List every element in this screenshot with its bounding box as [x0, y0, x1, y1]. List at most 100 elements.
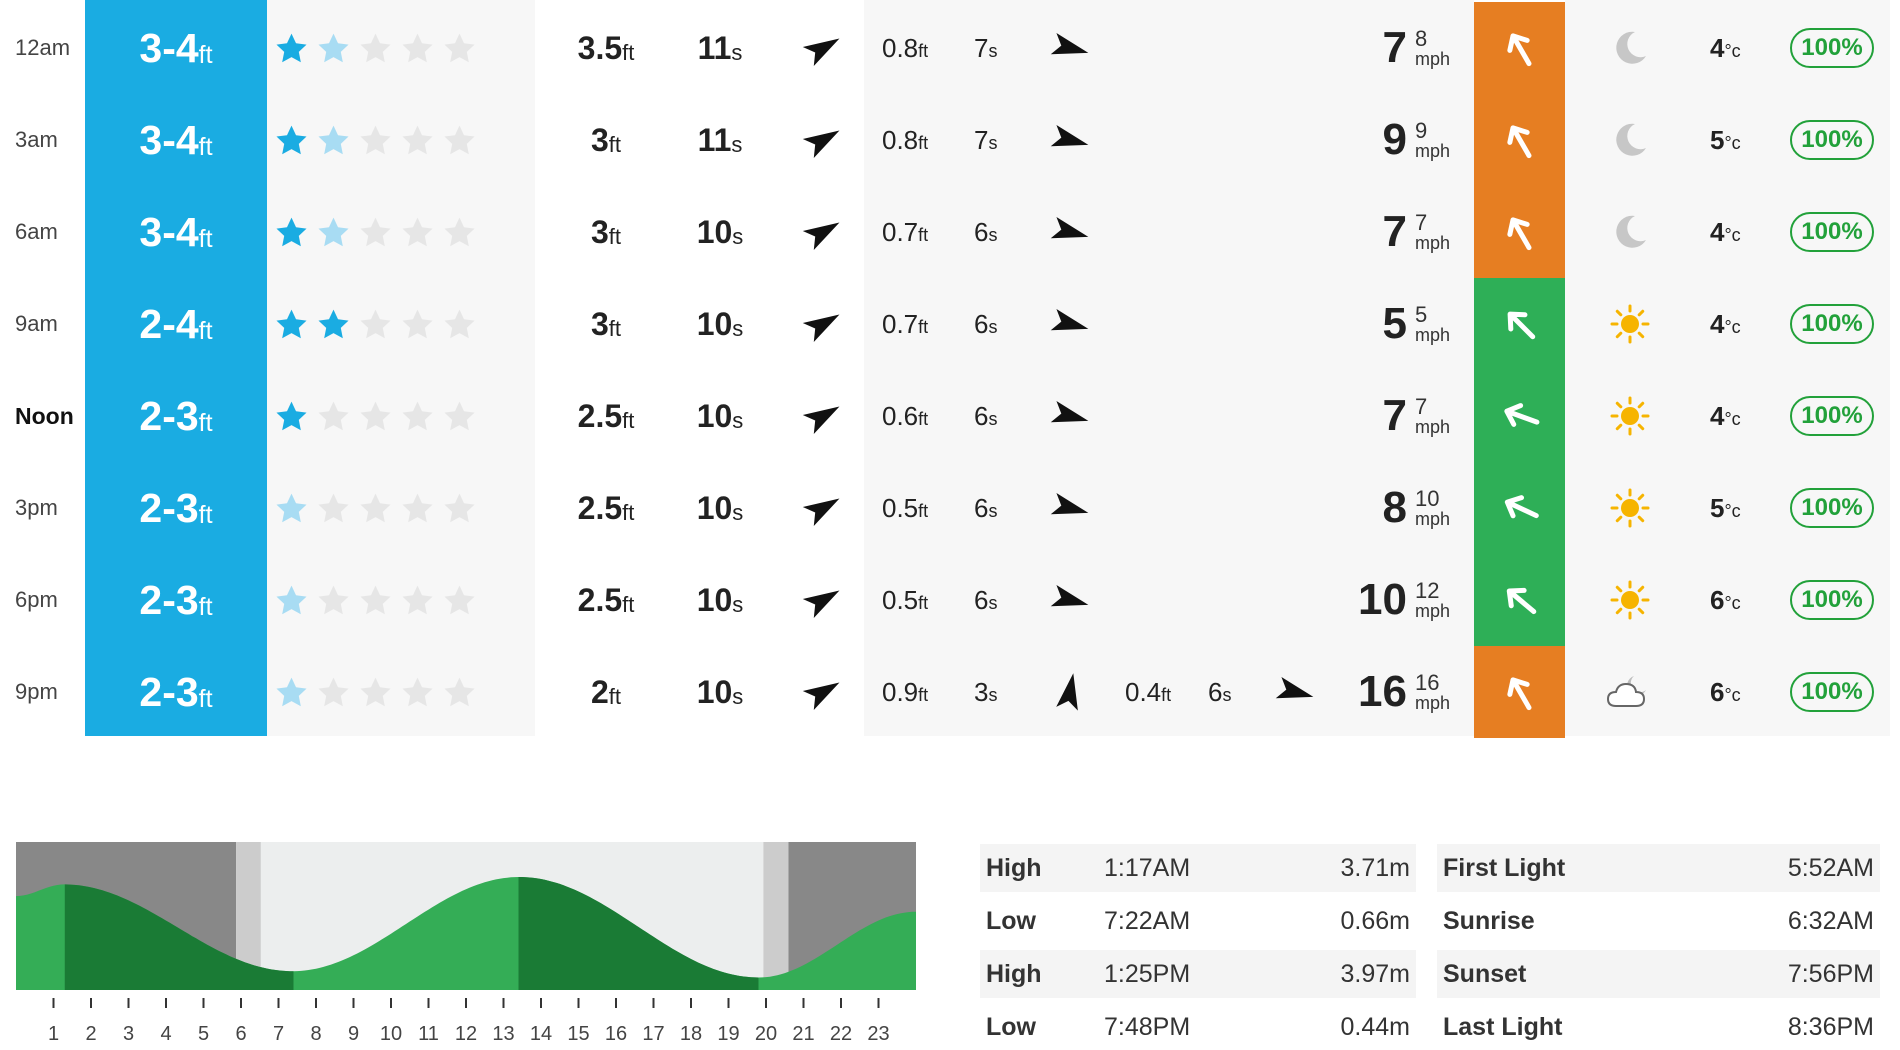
temperature-value: 6 [1710, 676, 1725, 707]
probability-badge: 100% [1790, 120, 1874, 160]
tide-row: High 1:17AM 3.71m [980, 844, 1416, 892]
wind-unit: mph [1414, 325, 1450, 346]
surf-height-unit: ft [198, 224, 213, 253]
primary-swell-period-unit: s [731, 40, 743, 65]
primary-swell-height-value: 3.5 [577, 29, 623, 66]
secondary-swell-period-unit: s [988, 408, 998, 429]
secondary-swell-direction [1040, 462, 1100, 554]
temperature-unit: °c [1724, 132, 1741, 153]
wind-direction [1474, 646, 1565, 738]
surf-height-unit: ft [198, 316, 213, 345]
wind-gust-value: 7 [1414, 210, 1428, 235]
secondary-swell-height-unit: ft [918, 224, 929, 245]
temperature-value: 5 [1710, 124, 1725, 155]
weather-condition [1595, 278, 1665, 370]
star-icon [402, 309, 433, 338]
probability-badge: 100% [1790, 672, 1874, 712]
probability: 100% [1790, 278, 1880, 370]
wind-unit: mph [1414, 693, 1450, 714]
star-icon [276, 309, 307, 338]
tertiary-swell-period-unit: s [1222, 684, 1232, 705]
wind-direction-arrow-icon [1506, 125, 1531, 159]
rating-stars [270, 370, 490, 462]
star-icon [444, 493, 475, 522]
primary-swell-period: 10 s [680, 278, 760, 370]
weather-condition [1595, 94, 1665, 186]
temperature: 6 °c [1710, 646, 1780, 738]
star-icon [402, 33, 433, 62]
secondary-swell-height-unit: ft [918, 132, 929, 153]
star-icon [402, 493, 433, 522]
secondary-swell-height: 0.5 ft [882, 554, 962, 646]
secondary-swell-direction [1040, 94, 1100, 186]
primary-swell-period-value: 10 [696, 673, 733, 710]
sun-icon [1610, 304, 1650, 344]
swell-direction-arrow-icon [802, 222, 839, 251]
probability-badge: 100% [1790, 212, 1874, 252]
temperature: 4 °c [1710, 278, 1780, 370]
surf-height-value: 2-3 [139, 392, 199, 439]
secondary-swell-direction [1040, 2, 1100, 94]
tertiary-swell-height: 0.4 ft [1125, 646, 1195, 738]
tide-type: Low [986, 1012, 1036, 1041]
star-icon [318, 309, 349, 338]
star-icon [276, 217, 307, 246]
wind-direction [1474, 278, 1565, 370]
secondary-swell-period-unit: s [988, 316, 998, 337]
star-icon [360, 677, 391, 706]
swell-direction-arrow-icon [1050, 584, 1089, 607]
row-time-label: Noon [15, 402, 74, 429]
wind-gust-value: 10 [1414, 486, 1440, 511]
hour-label: 16 [605, 1023, 627, 1045]
primary-swell-period: 10 s [680, 186, 760, 278]
wind-speed: 7 7 mph [1330, 186, 1470, 278]
hour-label: 15 [567, 1023, 589, 1045]
primary-swell-height: 2.5 ft [560, 554, 652, 646]
primary-swell-direction [800, 94, 845, 186]
primary-swell-period-unit: s [732, 500, 744, 525]
daylight-row: First Light 5:52AM [1437, 844, 1880, 892]
tide-time: 7:22AM [1104, 906, 1191, 935]
wind-speed: 16 16 mph [1330, 646, 1470, 738]
wind-speed: 7 7 mph [1330, 370, 1470, 462]
probability-badge: 100% [1790, 304, 1874, 344]
hour-label: 13 [492, 1023, 514, 1045]
wind-gust-value: 8 [1414, 26, 1428, 51]
temperature-unit: °c [1724, 224, 1741, 245]
star-icon [276, 401, 307, 430]
wind-speed: 8 10 mph [1330, 462, 1470, 554]
secondary-swell-height-unit: ft [918, 316, 929, 337]
primary-swell-height: 3 ft [560, 186, 652, 278]
probability-badge: 100% [1790, 488, 1874, 528]
star-icon [402, 217, 433, 246]
secondary-swell-direction [1040, 646, 1100, 738]
secondary-swell-height-value: 0.7 [882, 216, 919, 247]
primary-swell-period-value: 10 [696, 305, 733, 342]
star-icon [276, 585, 307, 614]
surf-height: 2-3 ft [85, 462, 267, 554]
rating-stars [270, 186, 490, 278]
secondary-swell-height-value: 0.7 [882, 308, 919, 339]
primary-swell-height-unit: ft [622, 592, 635, 617]
primary-swell-height: 2 ft [560, 646, 652, 738]
swell-direction-arrow-icon [1050, 400, 1089, 423]
probability-badge: 100% [1790, 396, 1874, 436]
star-icon [318, 677, 349, 706]
daylight-label: First Light [1443, 853, 1566, 882]
hour-label: 6 [235, 1023, 246, 1045]
row-time-label: 9am [15, 311, 58, 336]
temperature-value: 6 [1710, 584, 1725, 615]
swell-direction-arrow-icon [802, 682, 839, 711]
wind-speed: 7 8 mph [1330, 2, 1470, 94]
secondary-swell-period-unit: s [988, 592, 998, 613]
secondary-swell-period-unit: s [988, 132, 998, 153]
temperature-unit: °c [1724, 684, 1741, 705]
star-icon [360, 309, 391, 338]
tertiary-swell-height-unit: ft [1161, 684, 1172, 705]
surf-height-value: 3-4 [139, 208, 199, 255]
